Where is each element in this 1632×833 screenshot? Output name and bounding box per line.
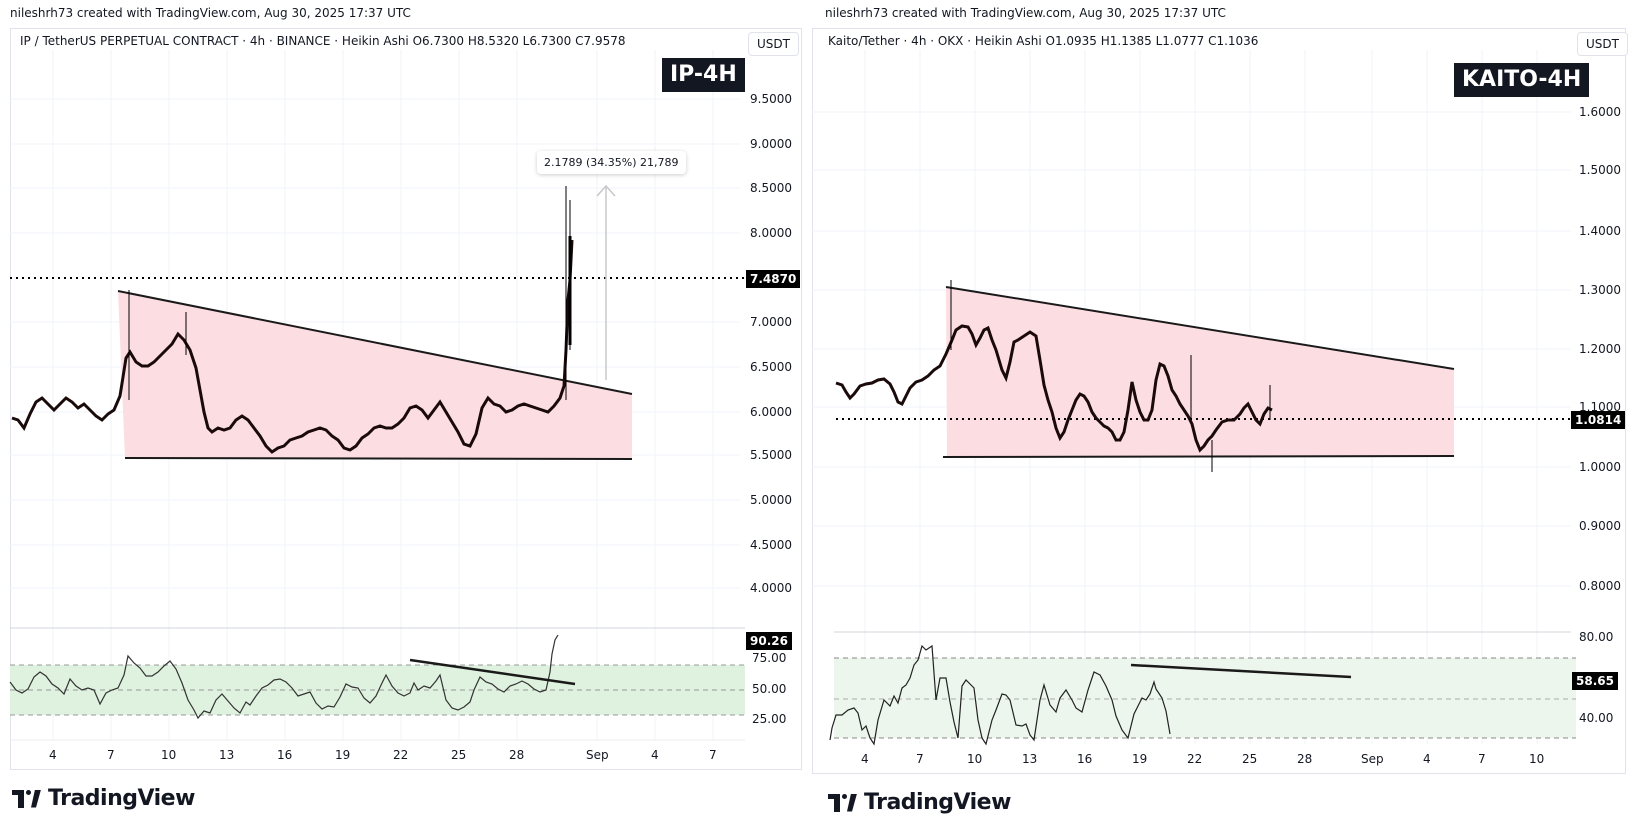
symbol-legend: Kaito/Tether · 4h · OKX · Heikin Ashi O1…: [828, 34, 1259, 48]
rsi-tick: 25.00: [752, 712, 787, 726]
price-tick: 0.8000: [1579, 579, 1621, 593]
price-tick: 6.0000: [750, 405, 792, 419]
time-tick: 4: [861, 752, 869, 766]
rsi-band: [834, 658, 1576, 738]
time-tick: 4: [651, 748, 659, 762]
rsi-tick: 40.00: [1579, 711, 1614, 725]
rsi-trendline: [1130, 663, 1352, 679]
last-price-badge: 1.0814: [1571, 411, 1626, 429]
time-tick: Sep: [1361, 752, 1384, 766]
descending-trendline: [945, 286, 1455, 370]
price-tick: 6.5000: [750, 360, 792, 374]
price-tick: 1.4000: [1579, 224, 1621, 238]
timeframe-tag: IP-4H: [662, 58, 745, 92]
credit-line: nileshrh73 created with TradingView.com,…: [825, 6, 1226, 20]
measure-tooltip: 2.1789 (34.35%) 21,789: [537, 151, 686, 174]
price-tick: 0.9000: [1579, 519, 1621, 533]
time-tick: 16: [1077, 752, 1093, 766]
time-tick: 19: [335, 748, 351, 762]
tradingview-logo[interactable]: TradingView: [828, 790, 1011, 815]
timeframe-tag: KAITO-4H: [1454, 63, 1590, 97]
symbol-legend: IP / TetherUS PERPETUAL CONTRACT · 4h · …: [20, 34, 626, 48]
time-tick: 16: [277, 748, 293, 762]
price-tick: 1.6000: [1579, 105, 1621, 119]
tradingview-wordmark: TradingView: [48, 786, 195, 811]
tradingview-wordmark: TradingView: [864, 790, 1011, 815]
rsi-value-badge: 58.65: [1572, 672, 1618, 690]
time-tick: 10: [1529, 752, 1545, 766]
rsi-line: [829, 644, 1171, 746]
time-tick: 13: [1022, 752, 1038, 766]
currency-button[interactable]: USDT: [748, 32, 799, 56]
tradingview-logo[interactable]: TradingView: [12, 786, 195, 811]
last-price-badge: 7.4870: [746, 270, 801, 288]
rsi-line: [9, 634, 559, 720]
price-tick: 1.5000: [1579, 163, 1621, 177]
rsi-tick: 75.00: [752, 651, 787, 665]
time-tick: 10: [161, 748, 177, 762]
time-tick: 22: [393, 748, 409, 762]
time-tick: 4: [49, 748, 57, 762]
price-candles: [11, 239, 574, 454]
time-tick: 7: [709, 748, 717, 762]
price-tick: 1.1000: [1579, 400, 1621, 414]
price-tick: 4.5000: [750, 538, 792, 552]
time-tick: 19: [1132, 752, 1148, 766]
price-tick: 4.0000: [750, 581, 792, 595]
time-tick: 25: [1242, 752, 1258, 766]
price-tick: 5.0000: [750, 493, 792, 507]
descending-triangle-zone: [946, 287, 1454, 456]
descending-trendline: [117, 290, 633, 395]
time-tick: 7: [916, 752, 924, 766]
time-tick: 10: [967, 752, 983, 766]
time-tick: Sep: [586, 748, 609, 762]
time-tick: 7: [107, 748, 115, 762]
rsi-tick: 50.00: [752, 682, 787, 696]
left-chart-panel: nileshrh73 created with TradingView.com,…: [0, 0, 806, 833]
price-candles: [835, 324, 1273, 453]
time-tick: 13: [219, 748, 235, 762]
time-tick: 28: [509, 748, 525, 762]
price-tick: 8.0000: [750, 226, 792, 240]
price-tick: 1.0000: [1579, 460, 1621, 474]
credit-line: nileshrh73 created with TradingView.com,…: [10, 6, 411, 20]
time-tick: 25: [451, 748, 467, 762]
price-tick: 1.3000: [1579, 283, 1621, 297]
right-chart-panel: nileshrh73 created with TradingView.com,…: [806, 0, 1632, 833]
time-tick: 22: [1187, 752, 1203, 766]
kaito-price-chart[interactable]: [806, 0, 1632, 833]
support-line: [942, 455, 1455, 458]
ip-price-chart[interactable]: [0, 0, 806, 833]
support-line: [124, 457, 633, 460]
price-tick: 7.0000: [750, 315, 792, 329]
price-tick: 9.5000: [750, 92, 792, 106]
price-tick: 8.5000: [750, 181, 792, 195]
time-tick: 7: [1478, 752, 1486, 766]
rsi-value-badge: 90.26: [746, 632, 792, 650]
rsi-tick: 80.00: [1579, 630, 1614, 644]
price-tick: 5.5000: [750, 448, 792, 462]
tradingview-logo-icon: [828, 793, 858, 812]
descending-triangle-zone: [118, 291, 632, 459]
time-tick: 28: [1297, 752, 1313, 766]
currency-button[interactable]: USDT: [1577, 32, 1628, 56]
time-tick: 4: [1423, 752, 1431, 766]
price-tick: 1.2000: [1579, 342, 1621, 356]
rsi-trendline: [409, 658, 576, 686]
tradingview-logo-icon: [12, 789, 42, 808]
price-tick: 9.0000: [750, 137, 792, 151]
